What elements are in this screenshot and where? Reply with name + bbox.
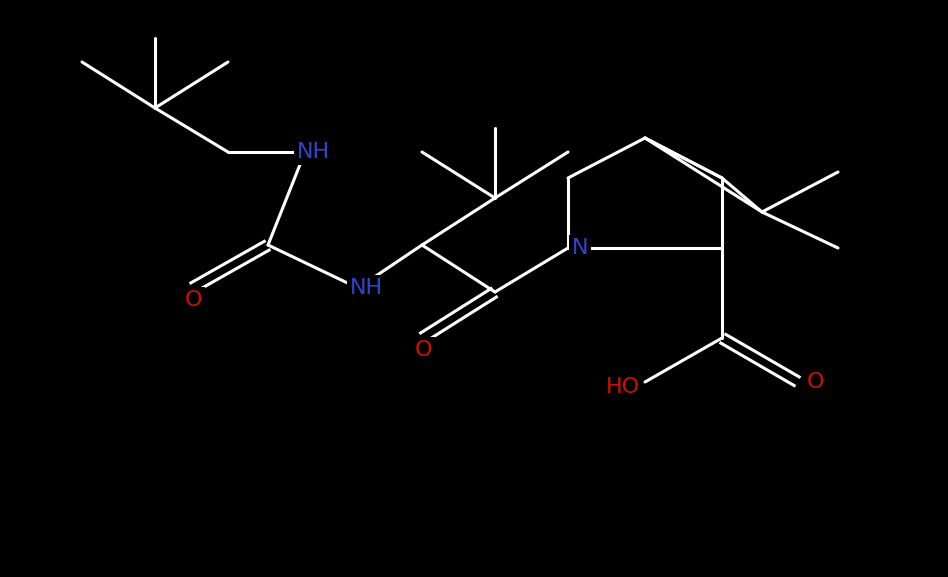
Text: O: O xyxy=(808,372,825,392)
Text: O: O xyxy=(415,340,432,360)
Text: NH: NH xyxy=(350,278,383,298)
Text: O: O xyxy=(185,290,203,310)
Text: HO: HO xyxy=(606,377,640,397)
Text: N: N xyxy=(572,238,589,258)
Text: NH: NH xyxy=(297,142,330,162)
